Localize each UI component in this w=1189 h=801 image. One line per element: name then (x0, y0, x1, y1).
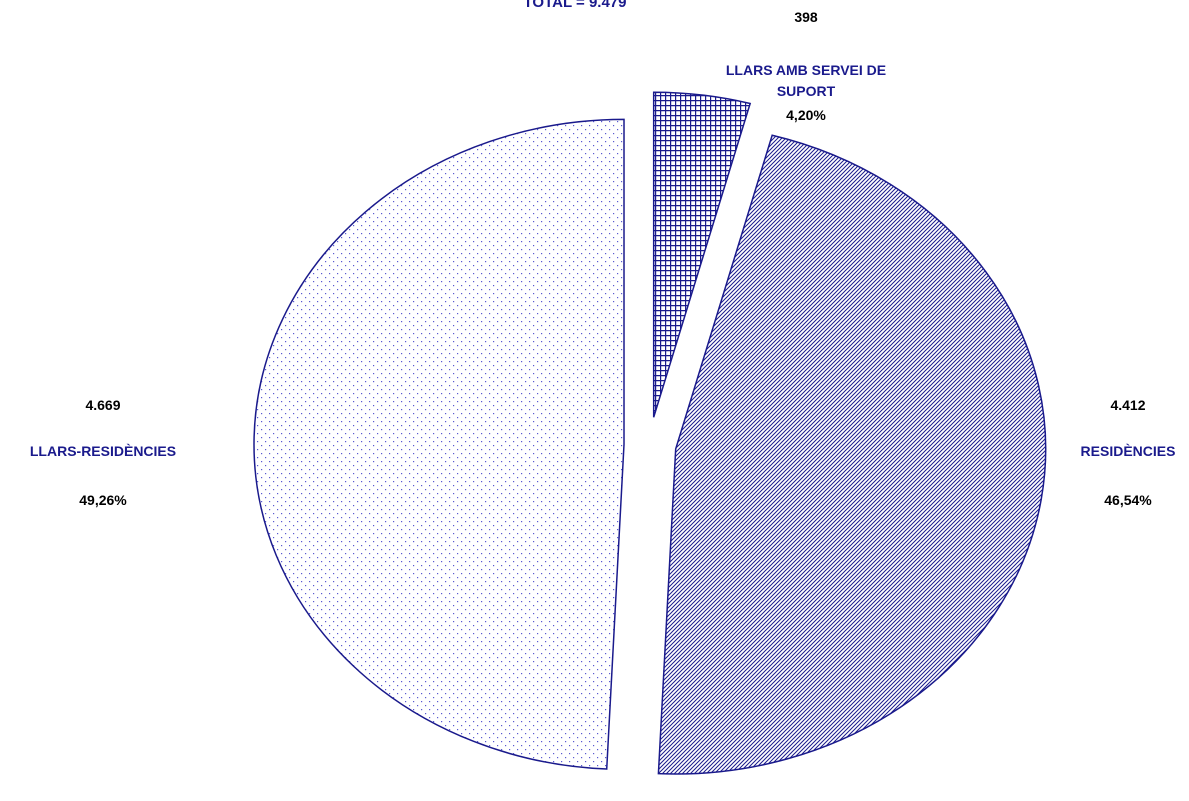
pie-slices (253, 91, 1047, 775)
slice-percent-label: 46,54% (1104, 492, 1152, 508)
slice-name-label: RESIDÈNCIES (1081, 443, 1176, 459)
slice-name-label: LLARS-RESIDÈNCIES (30, 443, 176, 459)
slice-value-label: 398 (794, 9, 818, 25)
slice-percent-label: 4,20% (786, 107, 826, 123)
slice-percent-label: 49,26% (79, 492, 127, 508)
pie-slice (657, 134, 1047, 775)
pie-slice (652, 91, 752, 418)
pie-slice (253, 118, 625, 770)
slice-value-label: 4.412 (1110, 397, 1145, 413)
slice-value-label: 4.669 (85, 397, 120, 413)
slice-name-label: LLARS AMB SERVEI DE (726, 62, 886, 78)
chart-title: TOTAL = 9.479 (524, 0, 627, 11)
slice-name-label: SUPORT (777, 83, 836, 99)
